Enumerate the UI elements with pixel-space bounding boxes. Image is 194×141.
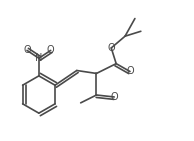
Text: O: O (107, 43, 115, 53)
Text: O: O (23, 45, 31, 55)
Text: O: O (126, 66, 134, 76)
Text: N: N (35, 53, 42, 63)
Text: O: O (47, 45, 55, 55)
Text: O: O (110, 92, 118, 102)
